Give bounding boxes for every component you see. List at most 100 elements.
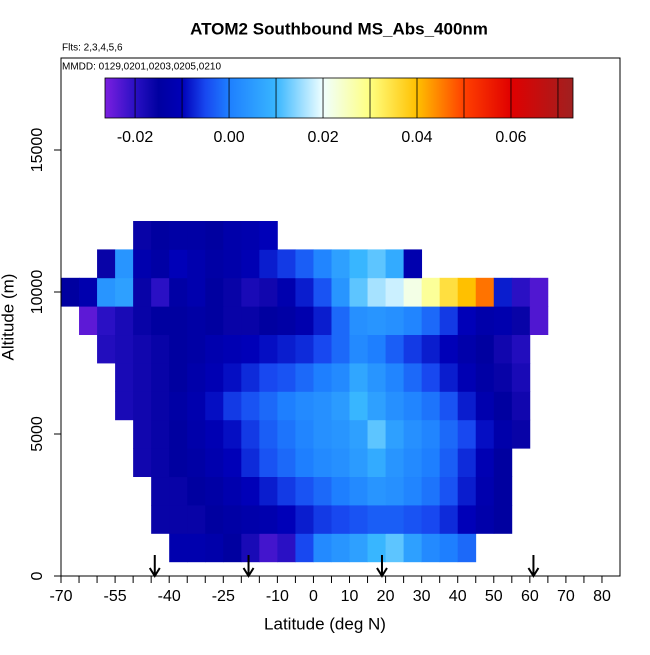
chart-title: ATOM2 Southbound MS_Abs_400nm [190,19,488,38]
heat-cell [385,334,405,364]
heat-cell [151,448,170,478]
heat-cell [313,306,332,336]
heat-cell [187,221,206,250]
heat-cell [313,391,332,421]
heat-cell [295,363,314,392]
heat-cell [331,419,350,449]
y-axis-label: Altitude (m) [0,274,17,361]
heat-cell [529,306,549,336]
heat-cell [367,363,386,392]
heat-cell [295,476,314,506]
heat-cell [493,448,513,478]
heat-cell [223,419,242,449]
heat-cell [241,221,260,250]
heat-cell [421,419,441,449]
heat-cell [205,249,224,279]
x-tick-label: 40 [449,588,467,605]
colorbar-frame [104,77,574,119]
heat-cell [205,221,224,250]
heat-cell [187,505,206,534]
heat-cell [511,334,531,364]
heat-cell [331,306,350,336]
x-axis-label: Latitude (deg N) [264,614,386,633]
heat-cell [511,391,531,421]
heat-cell [313,363,332,392]
heat-cell [313,249,332,279]
heat-cell [295,306,314,336]
heat-cell [349,306,368,336]
heat-cell [205,391,224,421]
heat-cell [277,249,296,279]
heat-cell [367,448,386,478]
heat-cell [295,277,314,307]
heat-cell [403,419,423,449]
heat-cell [151,277,170,307]
heat-cell [169,334,188,364]
x-tick-label: -25 [212,588,235,605]
heat-cell [151,306,170,336]
heat-cell [277,448,296,478]
heat-cell [385,306,405,336]
heat-cell [457,448,477,478]
heat-cell [205,277,224,307]
heat-cell [457,306,477,336]
heat-cell [313,505,332,534]
heat-cell [511,306,531,336]
heat-cell [223,277,242,307]
heat-cell [205,533,224,563]
heat-cell [79,306,98,336]
heat-cell [241,448,260,478]
heat-cell [115,277,134,307]
heat-cell [241,505,260,534]
heat-cell [223,505,242,534]
heat-cell [97,277,116,307]
heat-cell [259,533,278,563]
heat-cell [187,533,206,563]
heat-cell [367,505,386,534]
heat-cell [169,476,188,506]
heat-cell [439,476,459,506]
heat-cell [223,533,242,563]
heat-cell [493,306,513,336]
heat-cell [277,306,296,336]
heat-cell [367,391,386,421]
heat-cell [331,391,350,421]
heat-cell [133,391,152,421]
x-tick-label: 0 [309,588,318,605]
heat-cell [475,277,495,307]
heat-cell [511,277,531,307]
heat-cell [187,476,206,506]
heat-cell [169,505,188,534]
heat-cell [385,448,405,478]
heat-cell [169,419,188,449]
heat-cell [439,505,459,534]
heat-cell [205,306,224,336]
heat-cell [475,419,495,449]
heat-cell [277,533,296,563]
marker-arrow [148,555,161,578]
heat-cell [529,277,549,307]
heat-cell [457,476,477,506]
heat-cell [241,249,260,279]
heat-cell [259,363,278,392]
heat-cell [331,448,350,478]
heat-cell [493,334,513,364]
heat-cell [385,249,405,279]
heat-cell [385,277,405,307]
heat-cell [493,277,513,307]
annotation: Flts: 2,3,4,5,6 [62,43,123,54]
x-tick-label: -40 [158,588,181,605]
heat-cell [151,249,170,279]
heat-cell [169,448,188,478]
heat-cell [475,334,495,364]
heat-cell [205,448,224,478]
heat-cell [367,249,386,279]
heat-cell [223,306,242,336]
heat-cell [385,476,405,506]
colorbar [105,78,573,118]
heat-cell [115,306,134,336]
x-tick-label: -70 [49,588,72,605]
heat-cell [313,334,332,364]
x-tick-label: -10 [266,588,289,605]
